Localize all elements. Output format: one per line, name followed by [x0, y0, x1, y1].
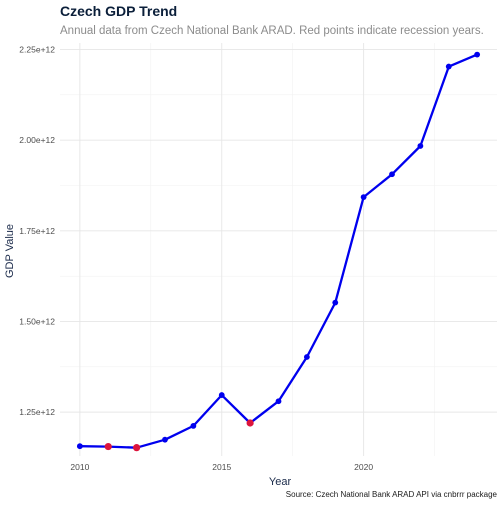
y-tick-label: 2.25e+12 [19, 45, 55, 55]
data-point [474, 51, 481, 58]
data-point [389, 171, 395, 178]
chart-caption: Source: Czech National Bank ARAD API via… [286, 490, 498, 499]
recession-data-point [133, 444, 141, 452]
gdp-series-line [78, 53, 479, 449]
data-point [275, 398, 282, 405]
x-axis-title: Year [269, 476, 292, 488]
data-points [76, 51, 481, 452]
data-point [76, 443, 83, 450]
x-tick-label: 2020 [354, 462, 373, 472]
data-point [332, 299, 339, 306]
data-point [218, 392, 225, 398]
data-point [303, 354, 310, 360]
data-point [360, 194, 367, 201]
recession-data-point [104, 442, 112, 451]
x-axis-ticks: 2010 2015 2020 [70, 462, 373, 472]
data-point [417, 143, 424, 149]
data-point [162, 436, 168, 443]
y-tick-label: 1.75e+12 [19, 226, 55, 236]
series-line-layer [78, 53, 479, 449]
x-tick-label: 2010 [70, 462, 89, 472]
y-tick-label: 1.25e+12 [19, 407, 55, 417]
data-point [190, 423, 197, 429]
y-axis-title: GDP Value [4, 224, 16, 278]
x-tick-label: 2015 [212, 462, 231, 472]
y-tick-label: 2.00e+12 [19, 135, 55, 145]
recession-data-point [246, 419, 254, 427]
y-tick-label: 1.50e+12 [19, 316, 55, 326]
grid [60, 43, 497, 456]
y-axis-ticks: 1.25e+12 1.50e+12 1.75e+12 2.00e+12 2.25e+12 [19, 45, 55, 418]
data-point [445, 63, 452, 70]
chart-subtitle: Annual data from Czech National Bank ARA… [60, 25, 484, 37]
chart-title: Czech GDP Trend [60, 3, 177, 19]
